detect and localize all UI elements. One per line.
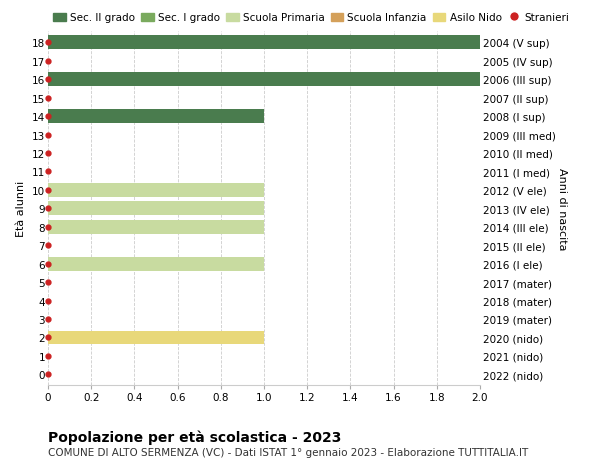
Bar: [48, 110, 264, 124]
Bar: [48, 184, 264, 197]
Bar: [48, 36, 480, 50]
Bar: [48, 220, 264, 234]
Y-axis label: Età alunni: Età alunni: [16, 181, 26, 237]
Legend: Sec. II grado, Sec. I grado, Scuola Primaria, Scuola Infanzia, Asilo Nido, Stran: Sec. II grado, Sec. I grado, Scuola Prim…: [53, 13, 569, 23]
Text: COMUNE DI ALTO SERMENZA (VC) - Dati ISTAT 1° gennaio 2023 - Elaborazione TUTTITA: COMUNE DI ALTO SERMENZA (VC) - Dati ISTA…: [48, 448, 528, 458]
Text: Popolazione per età scolastica - 2023: Popolazione per età scolastica - 2023: [48, 429, 341, 444]
Bar: [48, 202, 264, 216]
Bar: [48, 257, 264, 271]
Bar: [48, 331, 264, 345]
Y-axis label: Anni di nascita: Anni di nascita: [557, 168, 567, 250]
Bar: [48, 73, 480, 87]
